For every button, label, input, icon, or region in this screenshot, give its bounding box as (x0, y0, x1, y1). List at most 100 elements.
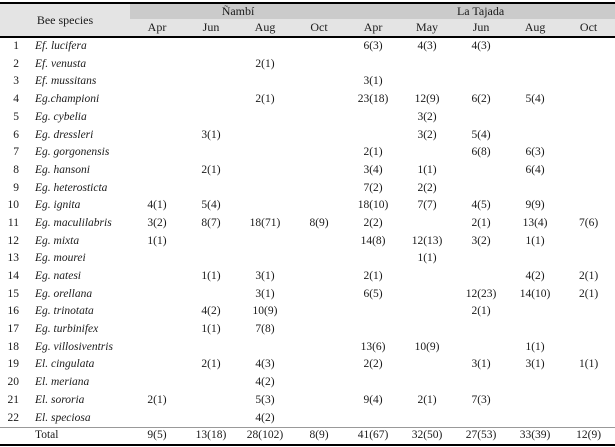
row-number: 2 (13, 57, 19, 70)
count-cell (184, 144, 238, 162)
row-number: 19 (7, 358, 20, 371)
count-cell (130, 303, 184, 321)
count-cell (184, 109, 238, 127)
count-cell: 9(9) (525, 199, 545, 212)
table-footer: Total 9(5) 13(18) 28(102) 8(9) 41(67) 32(50) 2… (0, 427, 615, 446)
count-cell: 2(1) (363, 146, 383, 159)
count-cell (400, 409, 454, 427)
count-cell (130, 180, 184, 198)
species-name: El. sororia (35, 393, 85, 406)
count-cell (292, 197, 346, 215)
count-cell (292, 268, 346, 286)
count-cell (292, 56, 346, 74)
count-cell: 7(6) (578, 216, 599, 229)
month-header-ñambí-jun: Jun (184, 19, 238, 37)
species-row: 4 Eg.championi 2(1) 23(18) 12(9) 6(2) 5(4) (0, 91, 615, 109)
count-cell (292, 144, 346, 162)
count-cell (454, 321, 508, 339)
count-cell (130, 409, 184, 427)
row-number: 11 (7, 216, 19, 229)
row-number: 5 (13, 110, 19, 123)
count-cell (562, 144, 615, 162)
row-number: 16 (7, 305, 20, 318)
count-cell (508, 392, 562, 410)
count-cell (562, 392, 615, 410)
count-cell (130, 286, 184, 304)
count-cell: 10(9) (414, 340, 440, 353)
count-cell (400, 321, 454, 339)
row-number: 14 (7, 270, 20, 283)
species-row: 9 Eg. heterosticta 7(2) 2(2) (0, 180, 615, 198)
count-cell: 7(8) (255, 323, 275, 336)
species-row: 12 Eg. mixta 1(1) 14(8) 12(13) 3(2) 1(1) (0, 233, 615, 251)
count-cell (292, 374, 346, 392)
count-cell (346, 56, 400, 74)
count-cell (346, 109, 400, 127)
count-cell: 6(4) (525, 163, 545, 176)
count-cell: 1(1) (525, 340, 545, 353)
count-cell (346, 374, 400, 392)
count-cell: 6(5) (363, 287, 383, 300)
count-cell (508, 73, 562, 91)
count-cell: 2(1) (363, 270, 383, 283)
count-cell (508, 303, 562, 321)
count-cell: 4(1) (147, 199, 167, 212)
species-name: Eg. mourei (35, 252, 86, 265)
count-cell: 1(1) (417, 163, 437, 176)
table-body: 1 Ef. lucifera 6(3) 4(3) 4(3) 2 Ef. venusta 2(1… (0, 37, 615, 428)
count-cell: 18(71) (249, 216, 281, 229)
species-name: Eg. mixta (35, 234, 80, 247)
count-cell (562, 339, 615, 357)
group-header-nambi: Ñambí (130, 3, 347, 19)
month-header-ñambí-oct: Oct (292, 19, 347, 37)
count-cell (562, 180, 615, 198)
count-cell: 1(1) (201, 270, 221, 283)
count-cell (130, 126, 184, 144)
species-row: 21 El. sororia 2(1) 5(3) 9(4) 2(1) 7(3) (0, 392, 615, 410)
group-header-row: Bee species Ñambí La Tajada (0, 3, 615, 37)
total-count-cell: 28(102) (238, 427, 292, 446)
total-count-cell: 41(67) (346, 427, 401, 446)
count-cell (184, 339, 238, 357)
count-cell (292, 109, 346, 127)
species-row: 19 El. cingulata 2(1) 4(3) 2(2) 3(1) 3(1) 1(1) (0, 356, 615, 374)
count-cell (508, 321, 562, 339)
total-count-cell: 9(5) (130, 427, 184, 446)
species-row: 14 Eg. natesi 1(1) 3(1) 2(1) 4(2) 2(1) (0, 268, 615, 286)
month-header-ñambí-apr: Apr (130, 19, 184, 37)
count-cell: 6(8) (471, 146, 491, 159)
species-name: Eg. dressleri (35, 128, 94, 141)
count-cell (238, 73, 292, 91)
total-count-cell: 13(18) (184, 427, 238, 446)
row-number: 7 (13, 146, 19, 159)
row-number: 13 (7, 252, 20, 265)
count-cell: 4(2) (525, 270, 545, 283)
count-cell: 5(4) (525, 93, 545, 106)
count-cell: 2(1) (417, 393, 437, 406)
count-cell: 13(4) (522, 216, 548, 229)
species-name: El. meriana (35, 376, 90, 389)
count-cell: 12(23) (465, 287, 497, 300)
month-header-la-tajada-may: May (400, 19, 455, 37)
row-number: 21 (7, 393, 20, 406)
count-cell: 4(3) (471, 40, 491, 53)
count-cell (292, 321, 346, 339)
count-cell (562, 250, 615, 268)
count-cell (130, 356, 184, 374)
month-header-la-tajada-apr: Apr (346, 19, 401, 37)
count-cell: 6(3) (525, 146, 545, 159)
count-cell: 2(2) (363, 216, 383, 229)
total-row: Total 9(5) 13(18) 28(102) 8(9) 41(67) 32(50) 2… (0, 427, 615, 446)
count-cell: 12(13) (411, 234, 443, 247)
count-cell (292, 303, 346, 321)
count-cell (292, 37, 346, 56)
count-cell: 1(1) (147, 234, 167, 247)
species-row: 11 Eg. maculilabris 3(2) 8(7) 18(71) 8(9) 2(2)… (0, 215, 615, 233)
count-cell (346, 303, 400, 321)
count-cell (400, 303, 454, 321)
species-row: 1 Ef. lucifera 6(3) 4(3) 4(3) (0, 37, 615, 56)
count-cell (130, 250, 184, 268)
count-cell: 2(1) (471, 305, 491, 318)
total-label: Total (26, 427, 130, 446)
count-cell (130, 91, 184, 109)
